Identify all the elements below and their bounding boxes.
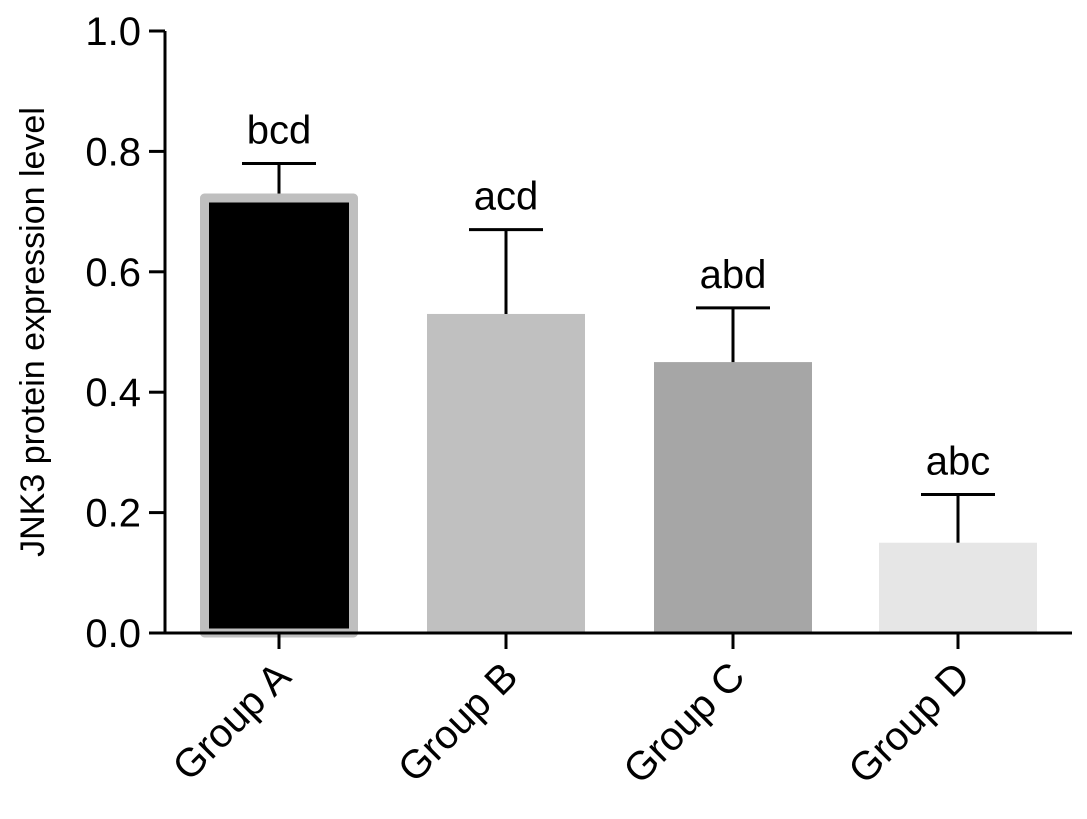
y-tick-label: 0.6 (85, 251, 141, 295)
y-tick-label: 0.8 (85, 130, 141, 174)
significance-label: abc (926, 440, 991, 484)
error-bars (242, 161, 995, 543)
y-tick-label: 1.0 (85, 10, 141, 54)
bar-group-a (200, 193, 358, 638)
x-tick-label: Group B (390, 654, 526, 790)
y-axis-label: JNK3 protein expression level (14, 107, 52, 557)
y-tick-label: 0.0 (85, 612, 141, 656)
bar-group-c (654, 362, 812, 633)
y-tick-label: 0.2 (85, 492, 141, 536)
bars (200, 193, 1037, 638)
y-tick-label: 0.4 (85, 371, 141, 415)
significance-label: acd (474, 175, 539, 219)
bar-group-b (427, 313, 585, 633)
x-axis: Group A Group B Group C Group D (163, 631, 1072, 792)
significance-label: abd (700, 253, 767, 297)
bar-group-d (879, 542, 1037, 633)
x-tick-label: Group D (840, 654, 978, 792)
x-tick-label: Group C (615, 654, 753, 792)
significance-labels: bcd acd abd abc (247, 108, 991, 483)
x-tick-label: Group A (164, 654, 299, 789)
y-axis: 0.0 0.2 0.4 0.6 0.8 1.0 (85, 10, 167, 656)
significance-label: bcd (247, 108, 312, 152)
